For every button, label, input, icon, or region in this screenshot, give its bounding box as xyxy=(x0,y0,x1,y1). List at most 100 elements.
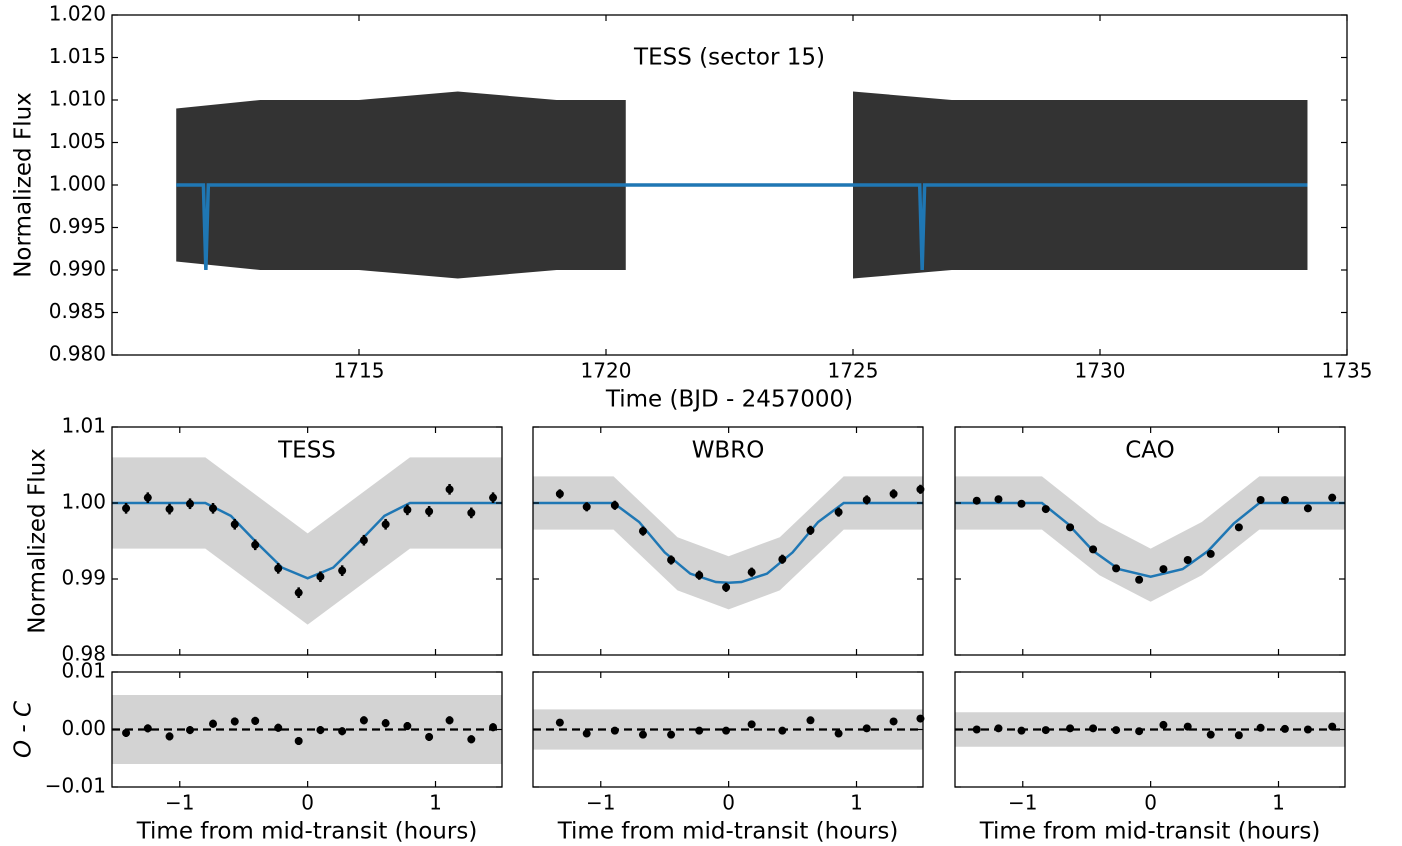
x-tick-label: −1 xyxy=(586,791,615,815)
binned-point xyxy=(1017,726,1026,735)
binned-point xyxy=(165,505,174,514)
binned-point xyxy=(316,726,325,735)
y-tick-label: 0.995 xyxy=(49,214,106,238)
binned-point xyxy=(722,583,731,592)
binned-point xyxy=(209,504,218,513)
y-tick-label: 1.000 xyxy=(49,172,106,196)
binned-point xyxy=(806,526,815,535)
x-tick-label: 0 xyxy=(722,791,735,815)
binned-point xyxy=(638,527,647,536)
binned-point xyxy=(889,717,898,726)
binned-point xyxy=(1112,726,1121,735)
binned-point xyxy=(445,716,454,725)
binned-point xyxy=(489,723,498,732)
panel-title: CAO xyxy=(1125,438,1175,464)
binned-point xyxy=(1017,499,1026,508)
binned-point xyxy=(403,722,412,731)
plot-frame xyxy=(532,426,924,656)
binned-point xyxy=(1135,727,1144,736)
binned-point xyxy=(294,588,303,597)
binned-point xyxy=(122,728,131,737)
x-axis-label: Time from mid-transit (hours) xyxy=(979,819,1321,845)
x-tick-label: −1 xyxy=(1008,791,1037,815)
binned-point xyxy=(555,718,564,727)
binned-point xyxy=(381,719,390,728)
binned-point xyxy=(747,568,756,577)
binned-point xyxy=(1303,725,1312,734)
binned-point xyxy=(1159,720,1168,729)
y-tick-label: 1.010 xyxy=(49,87,106,111)
panel-title: WBRO xyxy=(692,438,765,464)
y-tick-label: 1.005 xyxy=(49,129,106,153)
y-axis-label: Normalized Flux xyxy=(11,92,37,278)
plot-frame xyxy=(111,426,503,656)
binned-point xyxy=(316,572,325,581)
binned-point xyxy=(1183,556,1192,564)
binned-point xyxy=(425,732,434,741)
raw-data-band xyxy=(955,476,1345,602)
binned-point xyxy=(610,726,619,735)
binned-point xyxy=(445,485,454,494)
x-tick-label: 1730 xyxy=(1075,359,1126,383)
model-line xyxy=(955,501,1345,579)
binned-point xyxy=(489,493,498,502)
binned-point xyxy=(186,726,194,735)
binned-point xyxy=(230,520,239,529)
y-tick-label: 0.990 xyxy=(49,257,106,281)
binned-point xyxy=(1159,565,1168,574)
binned-point xyxy=(1234,731,1243,740)
binned-point xyxy=(834,729,843,738)
binned-point xyxy=(294,737,303,745)
model-line xyxy=(112,501,502,580)
x-axis-label: Time from mid-transit (hours) xyxy=(557,819,899,845)
raw-data-band xyxy=(112,457,502,625)
y-tick-label: −0.01 xyxy=(45,774,106,798)
binned-point xyxy=(1183,722,1192,731)
binned-point xyxy=(1206,730,1215,739)
binned-point xyxy=(582,729,591,738)
binned-point xyxy=(1280,495,1289,504)
binned-point xyxy=(209,719,218,728)
binned-point xyxy=(338,727,347,736)
y-tick-label: 0.980 xyxy=(49,342,106,366)
y-axis-label: Normalized Flux xyxy=(25,448,51,634)
binned-point xyxy=(747,720,756,729)
binned-point xyxy=(555,489,564,498)
binned-point xyxy=(638,730,647,739)
binned-point xyxy=(610,501,619,510)
binned-point xyxy=(143,493,152,502)
model-line xyxy=(176,183,1308,271)
x-axis-label: Time (BJD - 2457000) xyxy=(605,387,853,413)
binned-point xyxy=(1135,575,1144,584)
x-tick-label: 0 xyxy=(1144,791,1157,815)
panel-title: TESS xyxy=(277,438,336,464)
raw-data-band xyxy=(176,91,1308,279)
binned-point xyxy=(165,732,174,741)
binned-point xyxy=(1066,523,1075,532)
binned-point xyxy=(1206,549,1215,558)
x-tick-label: 1 xyxy=(850,791,863,815)
x-tick-label: 1720 xyxy=(581,359,632,383)
binned-point xyxy=(1234,523,1243,532)
y-tick-label: 1.015 xyxy=(49,44,106,68)
model-line xyxy=(533,501,923,585)
binned-point xyxy=(994,724,1003,733)
binned-point xyxy=(695,571,704,580)
binned-point xyxy=(667,730,676,739)
binned-point xyxy=(1328,493,1337,502)
binned-point xyxy=(1066,724,1075,733)
binned-point xyxy=(1041,505,1050,514)
binned-point xyxy=(1280,724,1289,733)
binned-point xyxy=(1328,722,1337,731)
binned-point xyxy=(338,566,347,575)
binned-point xyxy=(1089,724,1098,733)
y-tick-label: 0.99 xyxy=(61,566,106,590)
binned-point xyxy=(582,502,591,511)
binned-point xyxy=(143,724,152,733)
y-tick-label: 0.01 xyxy=(61,659,106,683)
binned-point xyxy=(1303,504,1312,513)
binned-point xyxy=(467,508,476,517)
binned-point xyxy=(274,723,283,732)
panel-title: TESS (sector 15) xyxy=(633,45,825,71)
